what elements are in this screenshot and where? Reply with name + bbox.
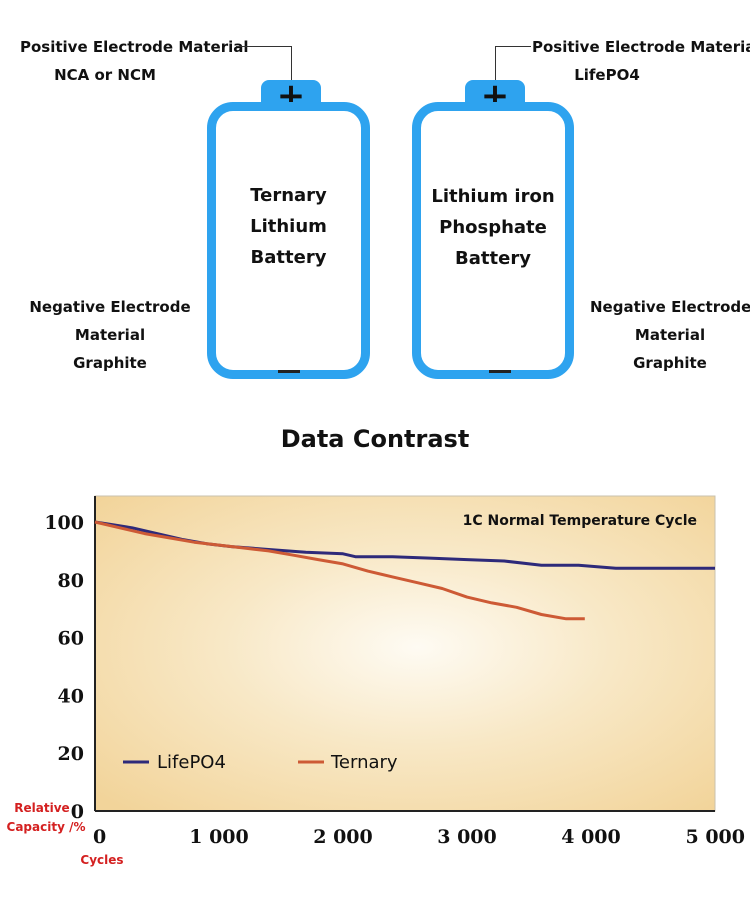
y-tick-label: 100 (44, 512, 84, 534)
y-tick-label: 40 (58, 685, 84, 707)
right-minus-icon (489, 370, 511, 373)
right-battery-name: Lithium iron Phosphate Battery (421, 181, 565, 274)
x-tick-label: 3 000 (437, 826, 497, 848)
left-minus-icon (278, 370, 300, 373)
right-battery-name-line: Phosphate (439, 217, 547, 238)
plot-area (94, 495, 716, 812)
right-positive-value: LifePO4 (574, 66, 640, 84)
left-negative-line: Graphite (73, 354, 147, 372)
x-tick-label: 2 000 (313, 826, 373, 848)
right-battery-body (412, 102, 574, 379)
left-leader-vertical (291, 46, 292, 82)
right-battery-name-line: Battery (455, 248, 531, 269)
y-axis-label-line: Relative (14, 801, 69, 815)
y-tick-label: 20 (58, 743, 84, 765)
right-battery-name-line: Lithium iron (431, 186, 555, 207)
legend-label-lifepo4: LifePO4 (157, 752, 226, 773)
series-line-lifepo4 (94, 520, 715, 570)
left-battery-name-line: Ternary (250, 185, 327, 206)
left-positive-value: NCA or NCM (54, 66, 156, 84)
left-negative-label: Negative Electrode Material Graphite (20, 293, 200, 377)
x-tick-label: 4 000 (561, 826, 621, 848)
left-battery-name-line: Battery (250, 247, 327, 268)
x-axis-label: Cycles (80, 853, 123, 867)
right-leader-vertical (495, 46, 496, 82)
right-positive-title: Positive Electrode Material (532, 38, 750, 56)
right-negative-line: Graphite (633, 354, 707, 372)
section-title: Data Contrast (280, 425, 470, 453)
left-battery-body (207, 102, 370, 379)
left-battery-terminal (261, 80, 321, 104)
y-axis-label-line: Capacity /% (7, 820, 86, 834)
left-leader-horizontal (236, 46, 292, 47)
capacity-chart: 0 20 40 60 80 100 0 1 000 2 000 3 000 4 000 5 000 1… (7, 495, 745, 867)
left-battery-name: Ternary Lithium Battery (216, 180, 361, 273)
x-tick-label: 5 000 (686, 826, 746, 848)
y-tick-label: 0 (71, 801, 84, 823)
x-tick-label: 0 (93, 826, 106, 848)
left-negative-line: Material (74, 326, 146, 344)
left-negative-line: Negative Electrode (29, 298, 191, 316)
legend-label-ternary: Ternary (330, 752, 398, 773)
right-leader-horizontal (495, 46, 531, 47)
tick-layer: 0 20 40 60 80 100 0 1 000 2 000 3 000 4 000 5 000 (44, 512, 745, 848)
chart-annotation: 1C Normal Temperature Cycle (463, 513, 697, 529)
left-battery-name-line: Lithium (250, 216, 327, 237)
series-layer (94, 520, 715, 621)
y-tick-label: 80 (58, 570, 84, 592)
right-negative-line: Material (634, 326, 706, 344)
x-tick-label: 1 000 (189, 826, 249, 848)
y-tick-label: 60 (58, 628, 84, 650)
right-negative-line: Negative Electrode (590, 298, 750, 316)
series-line-ternary (94, 520, 585, 621)
legend: LifePO4 Ternary (123, 752, 398, 773)
right-battery-terminal (465, 80, 525, 104)
left-positive-title: Positive Electrode Material (20, 38, 249, 56)
right-negative-label: Negative Electrode Material Graphite (590, 293, 750, 377)
